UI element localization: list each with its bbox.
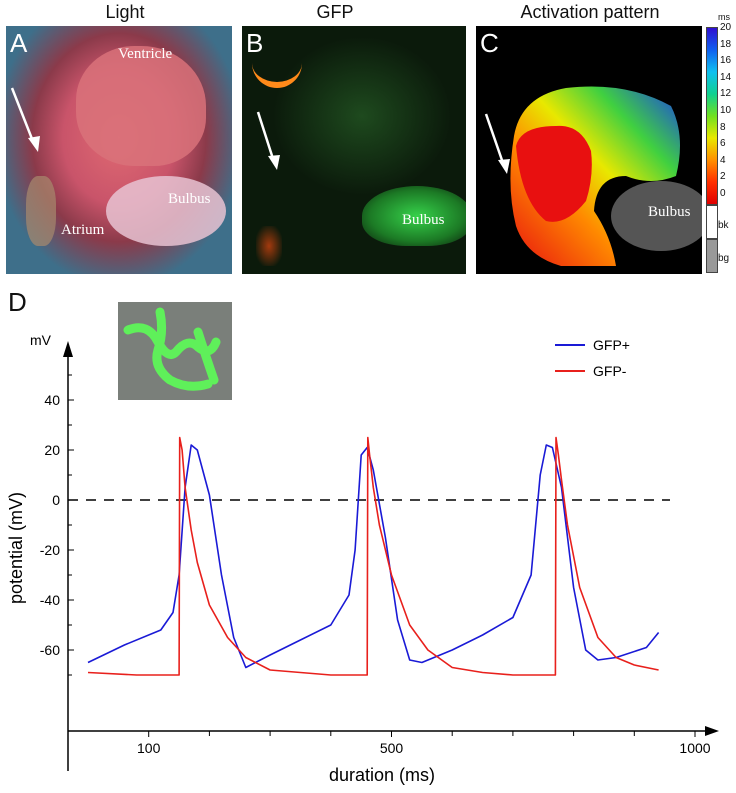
series-line-gfp-minus bbox=[87, 436, 659, 676]
legend-label: GFP- bbox=[593, 363, 627, 379]
y-axis-arrow bbox=[63, 341, 73, 357]
colorbar-tick: 2 bbox=[720, 171, 726, 183]
x-axis-label: duration (ms) bbox=[329, 765, 435, 785]
panel-c-letter: C bbox=[480, 28, 499, 58]
colorbar-tick: 12 bbox=[720, 88, 732, 100]
colorbar-tick: 4 bbox=[720, 154, 726, 166]
bulbus-label-b: Bulbus bbox=[402, 212, 445, 228]
panel-b-gfp-image: B Bulbus bbox=[242, 26, 466, 274]
panel-d-letter: D bbox=[8, 287, 27, 317]
x-tick-label: 500 bbox=[380, 740, 404, 756]
x-tick-label: 100 bbox=[137, 740, 161, 756]
y-tick-label: 0 bbox=[52, 492, 60, 508]
ventricle-label: Ventricle bbox=[118, 46, 173, 62]
colorbar-extra-label: bg bbox=[718, 253, 730, 264]
colorbar-tick: 18 bbox=[720, 38, 732, 50]
panel-d-chart: DmV 40 20 0 -20 -40 -60 100 500 1000 duration (ms)… bbox=[6, 287, 719, 785]
x-axis-arrow bbox=[705, 726, 719, 736]
y-tick-label: -40 bbox=[40, 592, 60, 608]
colorbar-extra-label: bk bbox=[718, 220, 729, 231]
y-axis-label: potential (mV) bbox=[6, 492, 26, 604]
colorbar-tick: 14 bbox=[720, 71, 732, 83]
y-unit-label: mV bbox=[30, 332, 52, 348]
legend-label: GFP+ bbox=[593, 337, 630, 353]
colorbar-unit: ms bbox=[718, 12, 730, 22]
colorbar-tick: 20 bbox=[720, 22, 732, 33]
panel-b-letter: B bbox=[246, 28, 264, 58]
atrium-label: Atrium bbox=[61, 222, 105, 238]
panel-a-light-image: A Ventricle Atrium Bulbus bbox=[6, 26, 232, 274]
colorbar-tick: 10 bbox=[720, 105, 732, 116]
inset-cell-image bbox=[118, 302, 232, 400]
panel-c-activation-map: C Bulbus bbox=[476, 26, 702, 274]
bulbus-label-c: Bulbus bbox=[648, 204, 691, 220]
panel-b-title: GFP bbox=[316, 2, 354, 22]
panel-a-title: Light bbox=[105, 2, 145, 22]
colorbar-tick: 6 bbox=[720, 138, 726, 150]
colorbar-tick: 16 bbox=[720, 55, 732, 67]
arrow-c-icon bbox=[484, 113, 510, 174]
y-tick-label: -60 bbox=[40, 642, 60, 658]
y-tick-label: 40 bbox=[44, 392, 60, 408]
panel-a-letter: A bbox=[10, 28, 28, 58]
arrow-b-icon bbox=[256, 111, 280, 170]
x-tick-label: 1000 bbox=[679, 740, 710, 756]
colorbar-tick: 0 bbox=[720, 188, 726, 199]
colorbar bbox=[706, 27, 718, 273]
y-tick-label: -20 bbox=[40, 542, 60, 558]
colorbar-tick: 8 bbox=[720, 121, 726, 133]
panel-c-title: Activation pattern bbox=[520, 2, 660, 22]
bulbus-label-a: Bulbus bbox=[168, 191, 211, 207]
arrow-a-icon bbox=[10, 87, 40, 152]
y-tick-label: 20 bbox=[44, 442, 60, 458]
